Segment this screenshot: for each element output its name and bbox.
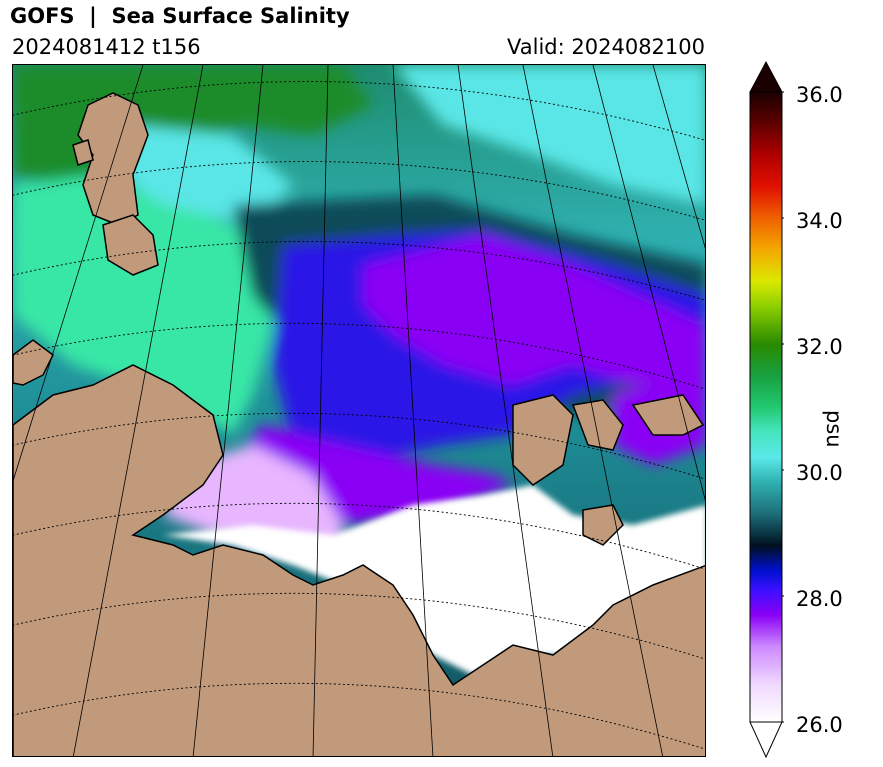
colorbar-tick-32: 32.0 <box>796 335 843 359</box>
meridian-6 <box>457 65 554 756</box>
landmass-south-mainland <box>13 364 705 756</box>
island-southwest-peninsula <box>13 339 54 386</box>
chart-title: GOFS | Sea Surface Salinity <box>10 4 350 28</box>
cyan-band-west <box>103 125 293 225</box>
valid-time-label: Valid: 2024082100 <box>507 35 705 59</box>
colorbar <box>749 60 784 759</box>
parallel-3 <box>13 241 705 301</box>
parallel-4 <box>13 322 705 390</box>
parallel-1 <box>13 81 705 141</box>
land-masses <box>13 92 705 756</box>
colorbar-tick-26: 26.0 <box>796 713 843 737</box>
island-west-1 <box>102 214 159 276</box>
violet-low-salinity-core <box>363 235 705 385</box>
island-south-1 <box>582 504 624 546</box>
meridian-8 <box>592 65 705 501</box>
mint-region-west <box>13 175 273 435</box>
parallel-6 <box>13 502 705 570</box>
meridian-5 <box>392 65 434 756</box>
salinity-field <box>13 65 705 565</box>
colorbar-tick-36: 36.0 <box>796 83 843 107</box>
colorbar-units-label: psu <box>822 410 846 448</box>
colorbar-extend-min <box>749 721 783 759</box>
colorbar-tick-30: 30.0 <box>796 461 843 485</box>
meridians <box>13 65 705 756</box>
meridian-1 <box>13 65 144 483</box>
cyan-region-north <box>393 65 705 205</box>
fresh-water-white <box>163 485 705 675</box>
salinity-map-svg <box>13 65 705 756</box>
parallel-2 <box>13 161 705 221</box>
graticule <box>13 81 705 750</box>
island-east-2 <box>571 399 624 451</box>
meridian-9 <box>652 65 705 249</box>
parallel-8 <box>13 682 705 750</box>
model-run-label: 2024081412 t156 <box>12 35 201 59</box>
colorbar-tick-28: 28.0 <box>796 587 843 611</box>
island-northwest-small <box>72 139 94 166</box>
meridian-7 <box>522 65 664 756</box>
parallel-5 <box>13 412 705 480</box>
salinity-map[interactable] <box>12 64 706 757</box>
meridian-3 <box>192 65 264 756</box>
colorbar-body <box>749 91 783 723</box>
colorbar-tick-34: 34.0 <box>796 209 843 233</box>
colorbar-extend-max <box>749 60 783 93</box>
meridian-2 <box>72 65 204 756</box>
parallel-7 <box>13 592 705 660</box>
colorbar-ticks <box>782 91 784 723</box>
meridian-4 <box>312 65 329 756</box>
